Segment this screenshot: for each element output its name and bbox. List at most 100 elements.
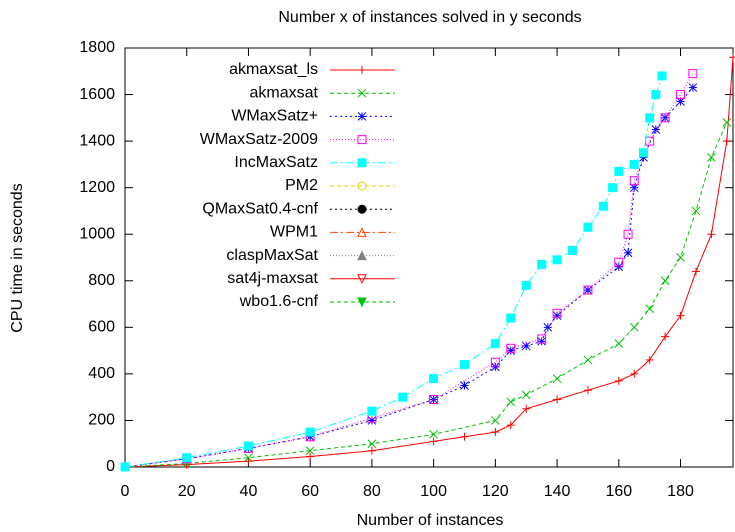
- x-tick-label: 120: [482, 483, 509, 500]
- marker: [614, 166, 624, 176]
- marker-stroke: [660, 276, 670, 286]
- marker: [367, 406, 377, 416]
- marker: [691, 206, 701, 216]
- marker-stroke: [537, 336, 547, 346]
- marker-stroke: [506, 397, 516, 407]
- marker: [491, 428, 500, 437]
- y-tick-label: 1200: [79, 179, 115, 196]
- y-tick-label: 800: [88, 272, 115, 289]
- marker-stroke: [429, 395, 438, 404]
- x-tick-label: 160: [605, 483, 632, 500]
- marker: [244, 453, 253, 463]
- marker: [651, 90, 661, 100]
- marker-shape: [521, 280, 531, 290]
- marker: [722, 118, 732, 127]
- marker: [583, 285, 593, 295]
- marker: [506, 313, 516, 323]
- marker: [660, 113, 670, 123]
- marker-shape: [688, 69, 698, 79]
- x-tick-label: 40: [240, 483, 258, 500]
- marker: [243, 441, 253, 451]
- marker: [357, 204, 367, 214]
- marker: [490, 357, 500, 367]
- marker: [661, 332, 670, 341]
- y-tick-label: 600: [88, 319, 115, 336]
- marker: [367, 416, 377, 425]
- marker-stroke: [645, 304, 655, 314]
- marker: [357, 297, 367, 308]
- marker-stroke: [367, 416, 377, 425]
- marker: [729, 53, 735, 62]
- marker-shape: [614, 166, 624, 176]
- marker: [522, 404, 531, 413]
- marker: [357, 250, 367, 261]
- marker: [120, 462, 130, 472]
- marker: [568, 246, 578, 256]
- marker: [367, 439, 377, 449]
- marker: [537, 334, 547, 344]
- marker: [722, 137, 731, 146]
- marker: [583, 222, 593, 232]
- marker-shape: [638, 148, 648, 158]
- marker: [630, 369, 639, 378]
- x-tick-label: 20: [178, 483, 196, 500]
- marker: [306, 452, 315, 461]
- marker-shape: [120, 462, 130, 472]
- marker-stroke: [305, 446, 315, 456]
- marker-shape: [357, 181, 367, 191]
- marker-stroke: [614, 262, 624, 272]
- marker: [357, 88, 367, 98]
- x-tick-label: 60: [301, 483, 319, 500]
- x-tick-label: 180: [667, 483, 694, 500]
- marker: [660, 276, 670, 286]
- marker: [506, 397, 516, 407]
- legend-label: WMaxSatz+: [231, 108, 318, 125]
- legend-label: IncMaxSatz: [234, 154, 318, 171]
- marker: [676, 253, 685, 262]
- marker-stroke: [651, 125, 661, 134]
- y-tick-label: 1800: [79, 39, 115, 56]
- marker: [506, 346, 516, 355]
- marker: [688, 83, 698, 92]
- marker: [429, 394, 439, 404]
- marker: [676, 311, 685, 320]
- series-line: [124, 57, 734, 468]
- marker: [629, 176, 639, 186]
- marker-stroke: [552, 311, 562, 321]
- marker: [614, 257, 624, 267]
- marker-stroke: [552, 374, 562, 383]
- marker: [357, 135, 367, 145]
- marker-shape: [537, 334, 547, 344]
- marker: [429, 395, 438, 404]
- legend-label: PM2: [285, 177, 318, 194]
- marker-shape: [657, 71, 667, 81]
- marker: [521, 280, 531, 290]
- marker-shape: [629, 176, 639, 186]
- marker: [608, 183, 618, 193]
- marker: [638, 148, 648, 158]
- y-tick-label: 1400: [79, 132, 115, 149]
- marker-stroke: [688, 83, 698, 92]
- legend-label: WMaxSatz-2009: [200, 131, 318, 148]
- legend-label: akmaxsat_ls: [229, 61, 318, 78]
- marker: [305, 446, 315, 456]
- marker: [491, 362, 500, 372]
- marker-shape: [357, 135, 367, 145]
- marker: [598, 201, 608, 211]
- marker-stroke: [629, 322, 639, 332]
- marker: [552, 255, 562, 265]
- marker: [583, 355, 593, 365]
- marker: [357, 274, 367, 284]
- marker: [305, 427, 315, 437]
- marker-shape: [429, 374, 439, 384]
- legend-label: claspMaxSat: [226, 247, 318, 264]
- marker: [553, 395, 562, 404]
- marker: [490, 339, 500, 349]
- x-tick-label: 100: [420, 483, 447, 500]
- marker: [506, 343, 516, 353]
- marker: [707, 153, 716, 162]
- marker-stroke: [357, 112, 367, 121]
- marker-shape: [583, 285, 593, 295]
- marker: [645, 355, 654, 364]
